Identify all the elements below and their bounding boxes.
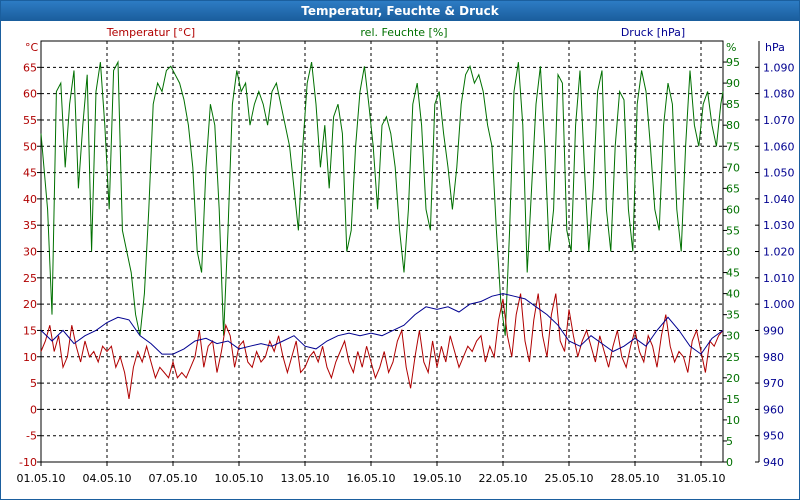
pressure-tick-label: 1.090 bbox=[763, 61, 795, 74]
temp-tick-label: 50 bbox=[23, 140, 37, 153]
pressure-tick-label: 1.080 bbox=[763, 88, 795, 101]
humidity-tick-label: 55 bbox=[726, 224, 740, 237]
humidity-tick-label: 60 bbox=[726, 203, 740, 216]
humidity-tick-label: 15 bbox=[726, 393, 740, 406]
pressure-axis-title: Druck [hPa] bbox=[621, 26, 685, 39]
pressure-tick-label: 1.070 bbox=[763, 114, 795, 127]
temp-tick-label: 65 bbox=[23, 61, 37, 74]
x-tick-label: 19.05.10 bbox=[413, 472, 462, 485]
x-tick-label: 01.05.10 bbox=[17, 472, 66, 485]
humidity-tick-label: 85 bbox=[726, 98, 740, 111]
temp-tick-label: 35 bbox=[23, 219, 37, 232]
pressure-tick-label: 1.020 bbox=[763, 246, 795, 259]
temperature-series-line bbox=[40, 293, 724, 399]
window-title: Temperatur, Feuchte & Druck bbox=[1, 1, 799, 21]
humidity-tick-label: 90 bbox=[726, 77, 740, 90]
x-tick-label: 10.05.10 bbox=[215, 472, 264, 485]
humidity-tick-label: 40 bbox=[726, 288, 740, 301]
plot-area bbox=[40, 40, 724, 463]
humidity-tick-label: 10 bbox=[726, 414, 740, 427]
temperature-axis-title: Temperatur [°C] bbox=[106, 26, 195, 39]
humidity-tick-label: 20 bbox=[726, 372, 740, 385]
temp-tick-label: 55 bbox=[23, 114, 37, 127]
humidity-tick-label: 80 bbox=[726, 119, 740, 132]
humidity-tick-label: 25 bbox=[726, 351, 740, 364]
pressure-tick-label: 950 bbox=[763, 430, 784, 443]
humidity-tick-label: 50 bbox=[726, 246, 740, 259]
pressure-tick-label: 1.040 bbox=[763, 193, 795, 206]
pressure-tick-label: 1.060 bbox=[763, 140, 795, 153]
temp-tick-label: -5 bbox=[26, 430, 37, 443]
pressure-tick-label: 980 bbox=[763, 351, 784, 364]
humidity-unit-label: % bbox=[726, 41, 736, 54]
x-tick-label: 22.05.10 bbox=[479, 472, 528, 485]
x-tick-label: 13.05.10 bbox=[281, 472, 330, 485]
pressure-tick-label: 1.050 bbox=[763, 167, 795, 180]
x-tick-label: 31.05.10 bbox=[677, 472, 726, 485]
humidity-tick-label: 0 bbox=[726, 456, 733, 469]
humidity-tick-label: 45 bbox=[726, 267, 740, 280]
temp-tick-label: -10 bbox=[19, 456, 37, 469]
humidity-tick-label: 95 bbox=[726, 56, 740, 69]
temp-tick-label: 20 bbox=[23, 298, 37, 311]
temp-tick-label: 5 bbox=[30, 377, 37, 390]
x-tick-label: 16.05.10 bbox=[347, 472, 396, 485]
humidity-tick-label: 35 bbox=[726, 309, 740, 322]
pressure-tick-label: 1.010 bbox=[763, 272, 795, 285]
humidity-tick-label: 65 bbox=[726, 182, 740, 195]
pressure-tick-label: 940 bbox=[763, 456, 784, 469]
humidity-tick-label: 70 bbox=[726, 161, 740, 174]
temp-unit-label: °C bbox=[25, 41, 39, 54]
pressure-tick-label: 970 bbox=[763, 377, 784, 390]
pressure-tick-label: 1.000 bbox=[763, 298, 795, 311]
x-tick-label: 04.05.10 bbox=[83, 472, 132, 485]
x-tick-label: 28.05.10 bbox=[611, 472, 660, 485]
temp-tick-label: 60 bbox=[23, 88, 37, 101]
x-tick-label: 07.05.10 bbox=[149, 472, 198, 485]
pressure-series-line bbox=[40, 293, 724, 355]
pressure-unit-label: hPa bbox=[765, 41, 785, 54]
temp-tick-label: 40 bbox=[23, 193, 37, 206]
x-tick-label: 25.05.10 bbox=[545, 472, 594, 485]
humidity-tick-label: 30 bbox=[726, 330, 740, 343]
temp-tick-label: 15 bbox=[23, 324, 37, 337]
pressure-tick-label: 960 bbox=[763, 403, 784, 416]
temp-tick-label: 0 bbox=[30, 403, 37, 416]
humidity-axis-title: rel. Feuchte [%] bbox=[360, 26, 447, 39]
temp-tick-label: 30 bbox=[23, 246, 37, 259]
temp-tick-label: 10 bbox=[23, 351, 37, 364]
humidity-tick-label: 75 bbox=[726, 140, 740, 153]
pressure-tick-label: 990 bbox=[763, 324, 784, 337]
temp-tick-label: 25 bbox=[23, 272, 37, 285]
humidity-series-line bbox=[40, 60, 724, 336]
temp-tick-label: 45 bbox=[23, 167, 37, 180]
humidity-tick-label: 5 bbox=[726, 435, 733, 448]
pressure-tick-label: 1.030 bbox=[763, 219, 795, 232]
